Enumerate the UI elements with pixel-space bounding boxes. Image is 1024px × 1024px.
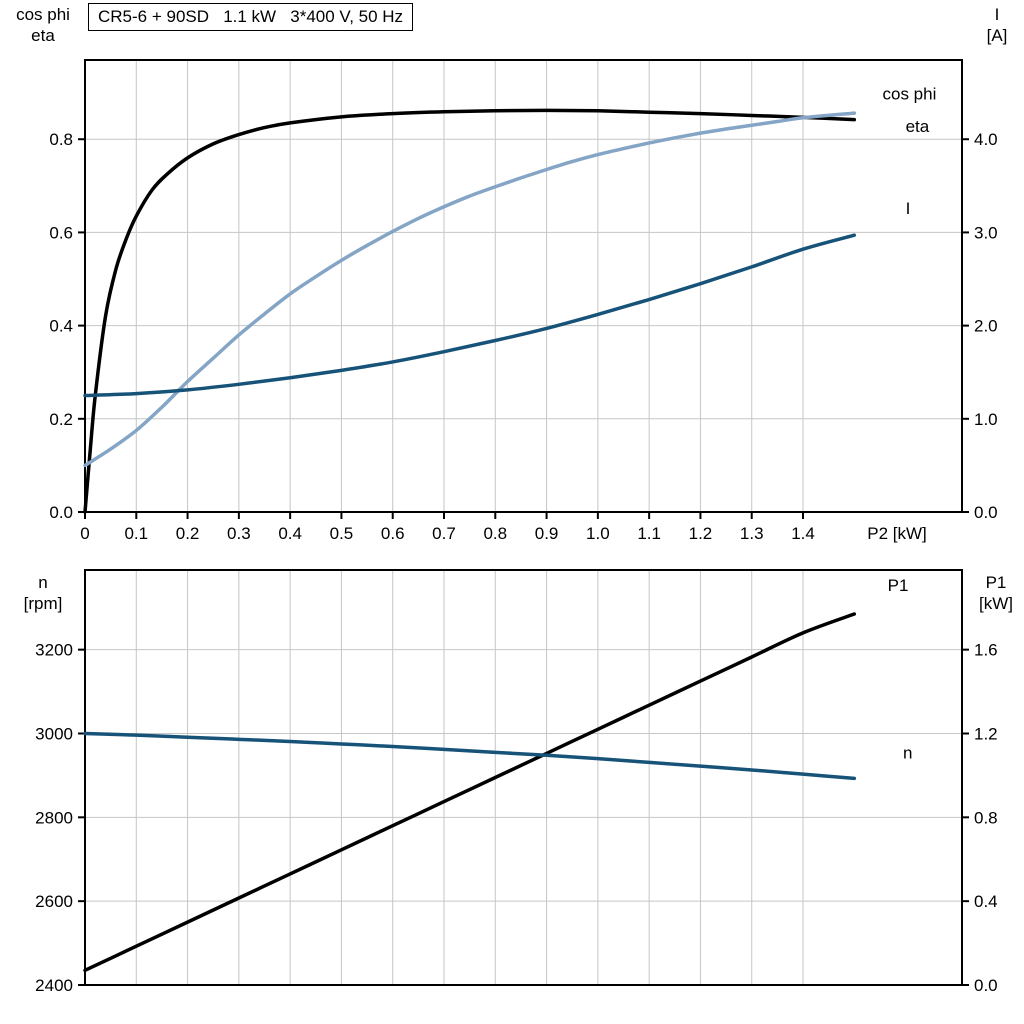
x-tick-label: 0.3 bbox=[227, 524, 251, 543]
n-curve bbox=[83, 731, 857, 781]
x-tick-label: 0 bbox=[80, 524, 89, 543]
axis-title-p1-unit: [kW] bbox=[979, 594, 1013, 613]
left-tick-label: 0.8 bbox=[49, 130, 73, 149]
axis-title-current: I bbox=[994, 5, 1000, 24]
left-tick-label: 2800 bbox=[35, 808, 73, 827]
P1-curve-label: P1 bbox=[888, 576, 909, 595]
left-tick-label: 2400 bbox=[35, 976, 73, 995]
x-tick-label: 1.4 bbox=[791, 524, 815, 543]
axis-title-speed-unit: [rpm] bbox=[23, 594, 63, 613]
left-tick-label: 2600 bbox=[35, 892, 73, 911]
eta-curve bbox=[83, 108, 857, 514]
x-tick-label: 0.4 bbox=[278, 524, 302, 543]
bottom-chart-left-axis-title: n [rpm] bbox=[2, 572, 84, 614]
right-tick-label: 0.0 bbox=[974, 503, 998, 522]
x-tick-label: 0.2 bbox=[176, 524, 200, 543]
right-tick-label: 4.0 bbox=[974, 130, 998, 149]
eta-curve-label: eta bbox=[906, 117, 930, 136]
right-tick-label: 1.2 bbox=[974, 724, 998, 743]
right-tick-label: 1.6 bbox=[974, 641, 998, 660]
left-tick-label: 0.6 bbox=[49, 223, 73, 242]
top-chart-left-axis-title: cos phi eta bbox=[2, 4, 84, 46]
x-tick-label: 1.0 bbox=[586, 524, 610, 543]
left-tick-label: 0.2 bbox=[49, 410, 73, 429]
cos-phi-curve bbox=[83, 111, 857, 468]
axis-title-speed: n bbox=[38, 573, 48, 592]
right-tick-label: 0.4 bbox=[974, 892, 998, 911]
right-tick-label: 1.0 bbox=[974, 410, 998, 429]
plot-frame bbox=[84, 59, 963, 513]
x-tick-label: 0.7 bbox=[432, 524, 456, 543]
x-tick-label: 1.1 bbox=[637, 524, 661, 543]
x-tick-label: 0.9 bbox=[535, 524, 559, 543]
left-tick-label: 0.0 bbox=[49, 503, 73, 522]
I-curve bbox=[83, 233, 857, 398]
right-tick-label: 0.8 bbox=[974, 808, 998, 827]
P1-curve bbox=[83, 612, 857, 973]
n-curve-label: n bbox=[903, 744, 912, 763]
axis-title-eta: eta bbox=[31, 26, 55, 45]
I-curve-label: I bbox=[906, 199, 911, 218]
axis-title-cos-phi: cos phi bbox=[16, 5, 70, 24]
right-tick-label: 2.0 bbox=[974, 317, 998, 336]
axis-title-current-unit: [A] bbox=[986, 26, 1008, 45]
left-tick-label: 0.4 bbox=[49, 317, 73, 336]
x-tick-label: 1.2 bbox=[689, 524, 713, 543]
left-tick-label: 3200 bbox=[35, 641, 73, 660]
left-tick-label: 3000 bbox=[35, 724, 73, 743]
x-tick-label: 0.1 bbox=[124, 524, 148, 543]
right-tick-label: 3.0 bbox=[974, 223, 998, 242]
top-chart-right-axis-title: I [A] bbox=[972, 4, 1022, 46]
x-tick-label: 1.3 bbox=[740, 524, 764, 543]
bottom-chart-right-axis-title: P1 [kW] bbox=[968, 572, 1024, 614]
x-axis-label: P2 [kW] bbox=[867, 524, 927, 543]
cos-phi-curve-label: cos phi bbox=[883, 85, 937, 104]
x-tick-label: 0.5 bbox=[330, 524, 354, 543]
x-tick-label: 0.6 bbox=[381, 524, 405, 543]
chart-title-box: CR5-6 + 90SD 1.1 kW 3*400 V, 50 Hz bbox=[88, 3, 414, 31]
x-tick-label: 0.8 bbox=[483, 524, 507, 543]
axis-title-p1: P1 bbox=[985, 573, 1007, 592]
right-tick-label: 0.0 bbox=[974, 976, 998, 995]
plot-frame bbox=[84, 569, 963, 986]
